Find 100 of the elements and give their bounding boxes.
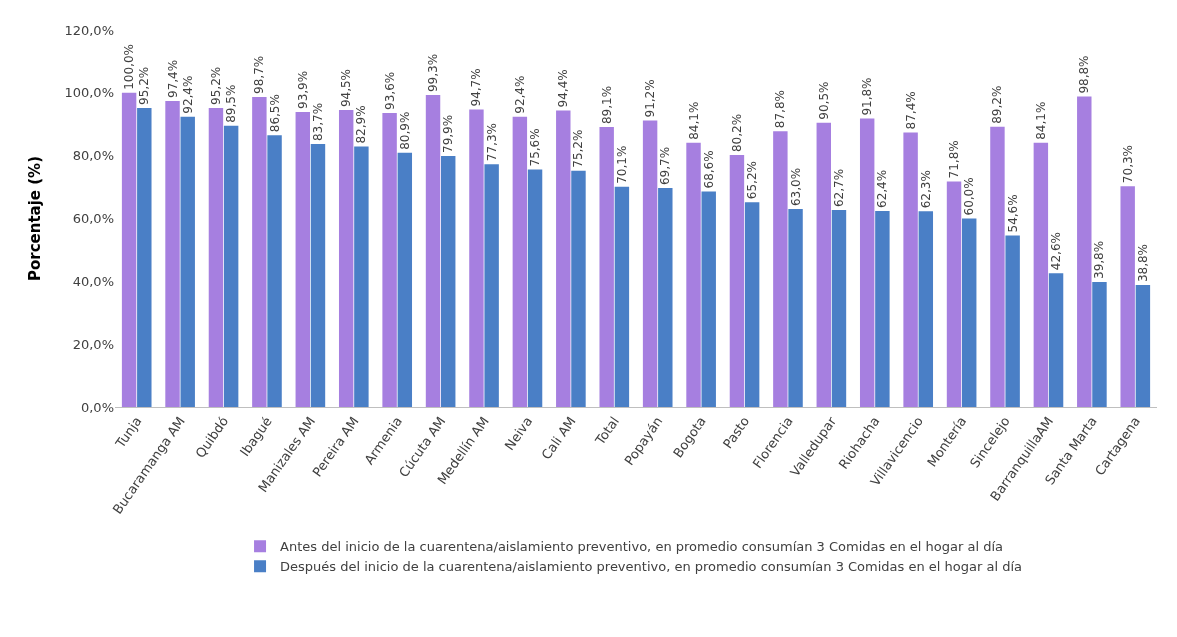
bar: [658, 188, 673, 407]
bar: [962, 218, 977, 407]
data-label: 68,6%: [701, 150, 716, 189]
y-tick-label: 0,0%: [80, 399, 114, 415]
bar: [1092, 281, 1107, 407]
data-label: 95,2%: [137, 66, 152, 105]
bar: [701, 191, 716, 407]
data-label: 89,2%: [990, 85, 1005, 124]
bar: [1033, 142, 1049, 407]
y-tick-label: 60,0%: [72, 211, 114, 227]
bar: [599, 127, 614, 407]
data-label: 69,7%: [658, 146, 673, 186]
data-label: 97,4%: [165, 59, 180, 98]
data-label: 65,2%: [745, 161, 760, 200]
data-label: 93,9%: [295, 70, 310, 109]
data-label: 87,4%: [903, 91, 918, 130]
data-label: 91,8%: [860, 77, 875, 116]
bar: [686, 142, 701, 407]
data-label: 99,3%: [426, 53, 441, 93]
data-label: 84,1%: [686, 101, 701, 140]
data-label: 63,0%: [788, 167, 803, 207]
bar: [180, 116, 195, 407]
data-label: 94,5%: [339, 68, 354, 108]
bar: [121, 92, 137, 407]
bar: [903, 132, 918, 407]
y-tick-label: 40,0%: [72, 273, 114, 289]
bar: [946, 181, 962, 407]
bar: [990, 126, 1005, 407]
data-label: 62,4%: [875, 169, 890, 208]
data-label: 95,2%: [208, 66, 223, 105]
y-tick-label: 100,0%: [64, 85, 114, 101]
data-label: 62,3%: [918, 170, 933, 209]
data-label: 93,6%: [382, 71, 397, 110]
y-tick-label: 80,0%: [72, 148, 114, 164]
bar: [382, 112, 397, 407]
bar: [137, 107, 152, 407]
data-label: 92,4%: [512, 75, 527, 114]
bar: [295, 112, 310, 407]
data-label: 77,3%: [484, 123, 499, 162]
y-tick-label: 20,0%: [72, 336, 114, 352]
bar: [354, 146, 369, 407]
data-label: 42,6%: [1049, 232, 1064, 271]
bar: [527, 169, 543, 407]
y-axis-title: Porcentaje (%): [25, 155, 44, 282]
bar: [310, 144, 326, 407]
data-label: 60,0%: [962, 177, 977, 216]
data-label: 62,7%: [831, 168, 846, 208]
bar: [1005, 235, 1020, 407]
bar: [397, 152, 413, 407]
data-label: 39,8%: [1092, 240, 1107, 279]
bar: [614, 186, 630, 407]
bar: [773, 131, 788, 407]
bar: [1120, 186, 1135, 407]
data-label: 89,5%: [224, 84, 239, 123]
data-label: 98,8%: [1077, 55, 1092, 94]
bar: [729, 155, 745, 407]
data-label: 84,1%: [1033, 101, 1048, 140]
bar: [1135, 285, 1151, 407]
data-label: 80,2%: [729, 113, 744, 153]
bar: [252, 96, 267, 407]
bar: [831, 210, 847, 407]
data-label: 91,2%: [643, 79, 658, 118]
bar: [571, 170, 586, 407]
data-label: 38,8%: [1135, 243, 1150, 283]
bar: [642, 120, 658, 407]
data-label: 75,6%: [528, 128, 543, 167]
bar: [441, 155, 456, 407]
data-label: 54,6%: [1005, 194, 1020, 233]
bar: [165, 101, 180, 407]
data-label: 92,4%: [180, 75, 195, 114]
bar: [223, 125, 239, 407]
data-label: 86,5%: [267, 94, 282, 133]
bar: [338, 110, 354, 407]
data-label: 70,3%: [1120, 145, 1135, 184]
bar: [425, 95, 441, 407]
data-label: 94,4%: [556, 69, 571, 108]
bar: [208, 107, 224, 407]
bar: [875, 210, 890, 407]
data-label: 94,7%: [469, 68, 484, 107]
bar: [267, 135, 282, 407]
bar: [512, 116, 528, 407]
bar: [1048, 273, 1064, 407]
y-tick-label: 120,0%: [64, 22, 114, 38]
legend-label: Antes del inicio de la cuarentena/aislamiento preventivo, en promedio consumían 3 Comidas en el hogar al día: [280, 539, 1003, 555]
bar: [788, 209, 803, 407]
bar: [484, 164, 499, 407]
data-label: 80,9%: [397, 111, 412, 150]
data-label: 70,1%: [614, 145, 629, 184]
data-label: 79,9%: [441, 114, 456, 153]
bar: [556, 110, 571, 407]
bar: [859, 118, 875, 407]
legend-label: Después del inicio de la cuarentena/aislamiento preventivo, en promedio consumían 3 Comidas en el hogar al día: [280, 559, 1023, 575]
data-label: 82,9%: [354, 105, 369, 144]
data-label: 87,8%: [773, 90, 788, 129]
data-label: 89,1%: [599, 85, 614, 125]
bar: [744, 202, 760, 407]
bar: [816, 122, 831, 407]
data-label: 83,7%: [310, 102, 325, 142]
bar: [918, 211, 934, 407]
data-label: 71,8%: [947, 140, 962, 179]
